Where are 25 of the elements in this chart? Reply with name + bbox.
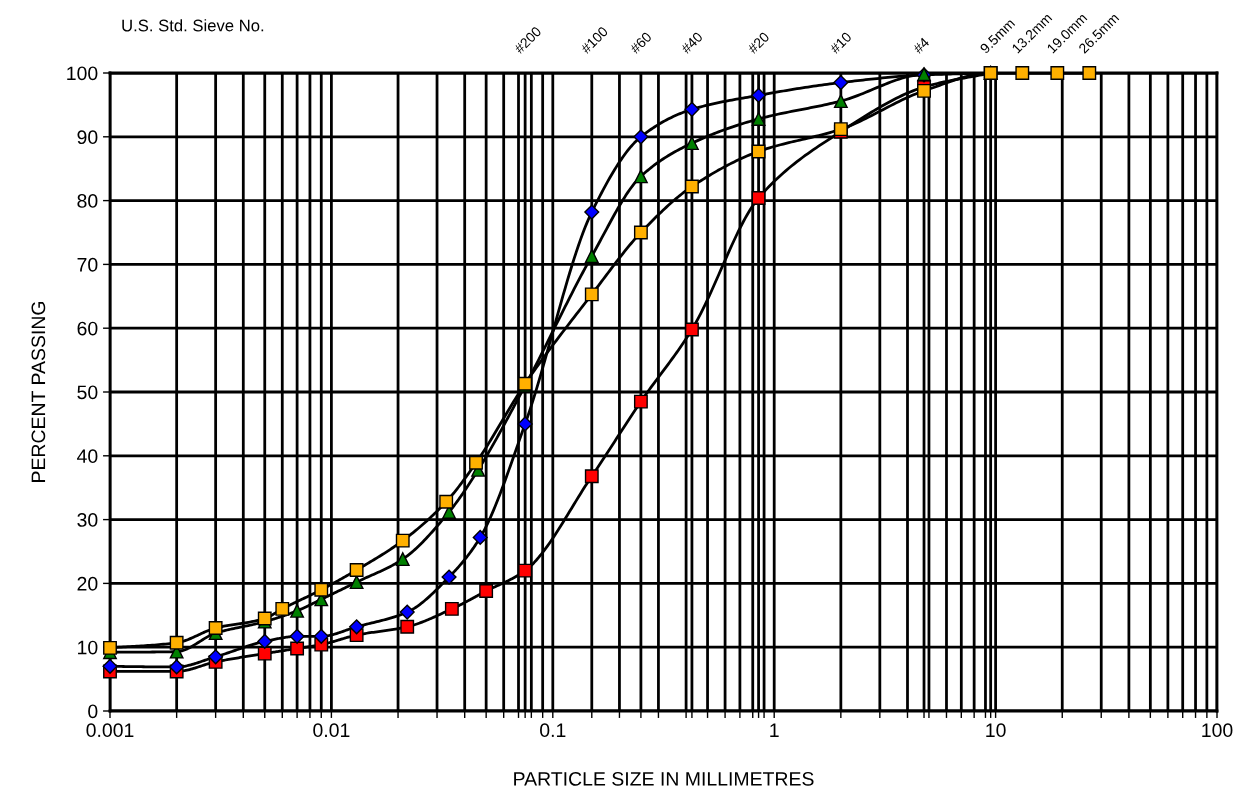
x-tick-label: 10 bbox=[986, 723, 1006, 738]
x-tick-label: 0.01 bbox=[313, 723, 350, 738]
y-tick-label: 100 bbox=[67, 66, 98, 81]
y-tick-label: 90 bbox=[77, 130, 98, 145]
y-tick-label: 50 bbox=[77, 385, 98, 400]
text: #60 bbox=[629, 31, 653, 55]
text: #40 bbox=[680, 31, 704, 55]
y-tick-label: 30 bbox=[77, 513, 98, 527]
x-tick-label: 100 bbox=[1202, 723, 1233, 738]
y-tick-label: 80 bbox=[77, 194, 98, 208]
y-tick-label: 40 bbox=[77, 449, 98, 464]
x-tick-label: 0.1 bbox=[540, 723, 566, 738]
text: #10 bbox=[829, 31, 853, 55]
x-axis-title: PARTICLE SIZE IN MILLIMETRES bbox=[514, 772, 814, 786]
y-tick-label: 0 bbox=[88, 704, 98, 719]
y-tick-label: 10 bbox=[78, 640, 98, 655]
x-tick-label: 0.001 bbox=[86, 723, 134, 738]
text: #20 bbox=[746, 31, 770, 55]
y-tick-label: 70 bbox=[77, 257, 98, 272]
x-tick-label: 1 bbox=[770, 723, 779, 737]
y-tick-label: 60 bbox=[77, 321, 98, 336]
text: U.S. Std. Sieve No. bbox=[122, 19, 264, 32]
y-tick-label: 20 bbox=[77, 576, 98, 591]
y-axis-title: PERCENT PASSING bbox=[31, 301, 46, 482]
text: #4 bbox=[912, 36, 930, 55]
